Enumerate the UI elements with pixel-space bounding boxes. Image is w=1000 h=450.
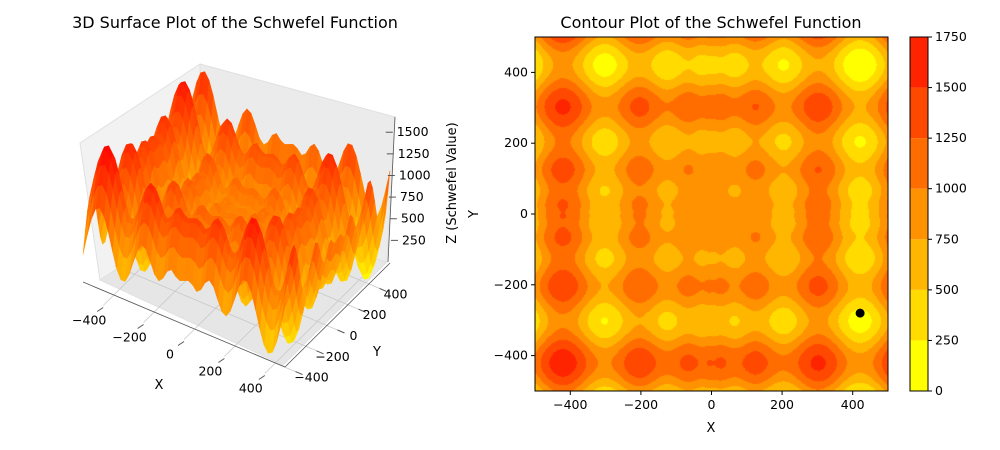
contour-x-tick-label-4: 400: [841, 397, 865, 412]
contour-y-tick-label-2: 0: [520, 206, 528, 221]
x-tick-label-3d-4: 400: [239, 381, 263, 396]
x-tick-label-3d-1: −200: [112, 330, 146, 345]
global-minimum-marker: [855, 308, 865, 318]
surface-plot-3d: 3D Surface Plot of the Schwefel Function…: [72, 13, 460, 396]
x-tick-3d-4: [258, 375, 266, 380]
surface-mesh: [82, 70, 391, 355]
colorbar-band-1: [910, 289, 928, 341]
contour-image: [535, 37, 888, 391]
z-tick-label-3d-2: 750: [400, 189, 424, 204]
contour-y-tick-label-0: −400: [494, 348, 528, 363]
contour-xlabel: X: [707, 421, 716, 436]
contour-title: Contour Plot of the Schwefel Function: [560, 13, 861, 32]
contour-y-tick-label-1: −200: [494, 277, 528, 292]
z-tick-label-3d-4: 1250: [398, 146, 430, 161]
y-tick-3d-4: [379, 287, 387, 292]
z-tick-label-3d-3: 1000: [399, 167, 431, 182]
colorbar-band-4: [910, 138, 928, 189]
contour-y-tick-label-3: 200: [504, 135, 528, 150]
y-tick-label-3d-1: −200: [315, 349, 349, 364]
z-tick-label-3d-5: 1500: [397, 124, 429, 139]
surface-ylabel: Y: [372, 345, 381, 360]
y-tick-3d-2: [337, 329, 345, 334]
z-tick-label-3d-0: 250: [402, 232, 426, 247]
contour-fill: [535, 37, 888, 391]
contour-plot: Contour Plot of the Schwefel Function −4…: [467, 13, 967, 436]
colorbar-tick-label-1: 250: [935, 332, 959, 347]
surface-face-2303: [82, 212, 90, 255]
colorbar-band-3: [910, 188, 928, 240]
x-axis-line-3d: [82, 281, 286, 368]
y-tick-label-3d-0: −400: [294, 370, 328, 385]
colorbar-tick-label-5: 1250: [935, 130, 967, 145]
x-tick-3d-2: [177, 341, 185, 346]
surface-zlabel: Z (Schwefel Value): [445, 122, 460, 243]
floor-gridline-x-4: [264, 269, 371, 374]
contour-x-tick-label-3: 200: [770, 397, 794, 412]
colorbar-frame: [909, 36, 929, 392]
x-tick-label-3d-3: 200: [198, 364, 222, 379]
x-tick-3d-3: [218, 358, 225, 363]
colorbar-band-2: [910, 239, 928, 290]
contour-x-tick-label-2: 0: [708, 397, 716, 412]
contour-ylabel: Y: [467, 210, 482, 219]
colorbar-tick-label-0: 0: [935, 383, 943, 398]
colorbar: [910, 37, 928, 391]
ticks-3d: −400−2000200400−400−20002004002505007501…: [72, 124, 431, 395]
x-tick-3d-1: [137, 324, 144, 329]
contour-ticks: −400 −400 −200 −200 0 0 200 200 400 400: [494, 64, 865, 412]
colorbar-tick-label-6: 1500: [935, 80, 967, 95]
contour-x-tick-label-1: −200: [624, 397, 658, 412]
y-tick-3d-0: [295, 371, 303, 376]
z-axis-line-3d: [387, 116, 396, 263]
y-tick-3d-3: [358, 308, 366, 313]
colorbar-band-0: [910, 340, 928, 391]
x-tick-label-3d-2: 0: [166, 347, 174, 362]
colorbar-tick-label-3: 750: [935, 231, 959, 246]
y-axis-line-3d: [284, 262, 391, 368]
colorbar-band-6: [910, 37, 928, 88]
x-tick-label-3d-0: −400: [72, 313, 106, 328]
y-tick-label-3d-3: 200: [363, 307, 387, 322]
y-tick-label-3d-4: 400: [384, 286, 408, 301]
surface-title: 3D Surface Plot of the Schwefel Function: [72, 13, 398, 32]
colorbar-tick-label-4: 1000: [935, 181, 967, 196]
contour-x-tick-label-0: −400: [553, 397, 587, 412]
colorbar-band-5: [910, 87, 928, 139]
y-tick-3d-1: [316, 350, 324, 355]
colorbar-tick-label-7: 1750: [935, 29, 967, 44]
x-tick-3d-0: [96, 307, 104, 312]
y-tick-label-3d-2: 0: [350, 328, 358, 343]
colorbar-tick-label-2: 500: [935, 282, 959, 297]
colorbar-ticks: 0 250 500 750 1000 1250 1500 1750: [928, 29, 967, 398]
contour-y-tick-label-4: 400: [504, 64, 528, 79]
surface-xlabel: X: [155, 378, 164, 393]
z-tick-label-3d-1: 500: [401, 211, 425, 226]
